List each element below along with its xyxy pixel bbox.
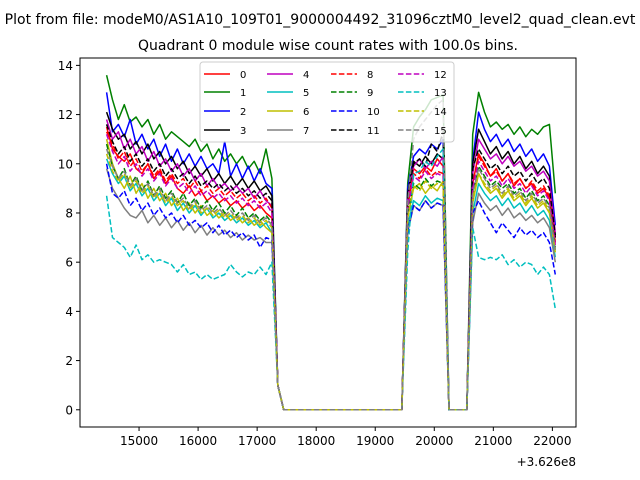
axes-frame [79,57,577,428]
legend-label-11: 11 [367,126,380,137]
x-tick-label: 20000 [415,434,453,448]
legend-label-1: 1 [240,88,246,99]
series-lines [105,75,557,411]
x-tick-label: 21000 [474,434,512,448]
x-tick-label: 16000 [179,434,217,448]
y-tick-label: 10 [58,157,73,171]
x-tick-label: 15000 [120,434,158,448]
figure-suptitle: Plot from file: modeM0/AS1A10_109T01_900… [5,12,636,28]
legend-label-3: 3 [240,126,246,137]
y-tick-label: 2 [65,354,73,368]
y-tick-label: 12 [58,108,73,122]
legend-box [199,61,455,143]
legend-label-0: 0 [240,70,246,81]
series-line-15 [105,99,557,411]
x-axis-ticks: 15000 16000 17000 18000 19000 20000 21000 22000 [120,427,571,448]
x-tick-label: 18000 [297,434,335,448]
legend-label-14: 14 [434,107,447,118]
y-tick-label: 0 [65,403,73,417]
legend-label-5: 5 [303,88,309,99]
x-tick-label: 19000 [356,434,394,448]
x-offset-label: +3.626e8 [517,455,576,469]
series-line-13 [105,148,557,411]
y-tick-label: 8 [65,206,73,220]
legend-label-9: 9 [367,88,373,99]
x-tick-label: 22000 [533,434,571,448]
series-line-9 [105,143,557,411]
y-tick-label: 14 [58,59,73,73]
x-tick-label: 17000 [238,434,276,448]
legend-label-15: 15 [434,126,447,137]
legend-label-13: 13 [434,88,447,99]
legend-label-2: 2 [240,107,246,118]
legend-label-6: 6 [303,107,309,118]
legend-label-4: 4 [303,70,309,81]
chart-title: Quadrant 0 module wise count rates with … [138,38,518,54]
legend-label-12: 12 [434,70,447,81]
legend-label-8: 8 [367,70,373,81]
legend-label-7: 7 [303,126,309,137]
y-tick-label: 6 [65,256,73,270]
legend-label-10: 10 [367,107,380,118]
y-tick-label: 4 [65,305,73,319]
y-axis-ticks: 0 2 4 6 8 10 12 14 [58,59,80,417]
